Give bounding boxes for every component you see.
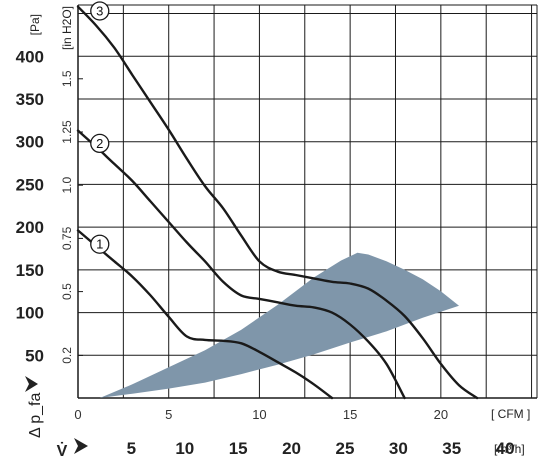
curve-label-3: 3 bbox=[96, 3, 103, 18]
m3h-tick-label: 15 bbox=[229, 439, 248, 458]
m3h-tick-label: 35 bbox=[442, 439, 461, 458]
fan-curve-1 bbox=[76, 229, 334, 400]
pa-tick-label: 150 bbox=[16, 261, 44, 280]
cfm-unit-label: [ CFM ] bbox=[491, 407, 530, 421]
cfm-tick-label: 10 bbox=[252, 407, 266, 422]
pa-tick-label: 400 bbox=[16, 47, 44, 66]
curve-label-1: 1 bbox=[96, 237, 103, 252]
inh2o-tick-label: 1.25 bbox=[60, 120, 74, 144]
fan-curve-2 bbox=[76, 129, 406, 400]
m3h-unit-label: [m³/h] bbox=[494, 442, 525, 456]
pa-unit-label: [Pa] bbox=[28, 14, 42, 35]
m3h-tick-label: 10 bbox=[175, 439, 194, 458]
pa-tick-label: 350 bbox=[16, 90, 44, 109]
grid bbox=[77, 4, 538, 399]
volume-flow-axis-arrow-icon bbox=[74, 438, 88, 454]
axis-ticks: 501001502002503003504000.20.50.751.01.25… bbox=[16, 47, 515, 458]
m3h-tick-label: 40 bbox=[496, 439, 515, 458]
m3h-tick-label: 25 bbox=[335, 439, 354, 458]
pa-tick-label: 50 bbox=[25, 346, 44, 365]
inh2o-tick-label: 1.5 bbox=[60, 70, 74, 87]
cfm-tick-label: 5 bbox=[165, 407, 172, 422]
pa-tick-label: 100 bbox=[16, 304, 44, 323]
fan-curves bbox=[76, 5, 479, 400]
curve-label-circle-2 bbox=[90, 133, 110, 154]
m3h-tick-label: 20 bbox=[282, 439, 301, 458]
inh2o-unit-label: [in H2O] bbox=[60, 6, 74, 50]
curve-label-circle-1 bbox=[90, 234, 110, 254]
pa-tick-label: 200 bbox=[16, 218, 44, 237]
pa-tick-label: 250 bbox=[16, 175, 44, 194]
cfm-tick-label: 15 bbox=[343, 407, 357, 422]
curve-labels: 1 2 3 bbox=[90, 1, 110, 254]
pressure-axis-title: Δ p_fa bbox=[27, 393, 44, 438]
cfm-tick-label: 20 bbox=[434, 407, 448, 422]
operating-range-area bbox=[99, 252, 460, 398]
curve-label-circle-3 bbox=[90, 1, 110, 21]
inh2o-tick-label: 0.2 bbox=[60, 347, 74, 364]
inh2o-tick-label: 1.0 bbox=[60, 177, 74, 194]
volume-flow-axis-title: V̇ bbox=[57, 442, 68, 460]
m3h-tick-label: 30 bbox=[389, 439, 408, 458]
cfm-tick-label: 0 bbox=[74, 407, 81, 422]
inh2o-tick-label: 0.5 bbox=[60, 283, 74, 300]
curve-label-2: 2 bbox=[96, 136, 103, 151]
pressure-axis-arrow-icon bbox=[25, 376, 38, 392]
inh2o-tick-label: 0.75 bbox=[60, 226, 74, 250]
fan-curve-3 bbox=[76, 5, 479, 400]
pa-tick-label: 300 bbox=[16, 133, 44, 152]
operating-range-area bbox=[99, 252, 460, 398]
m3h-tick-label: 5 bbox=[127, 439, 136, 458]
